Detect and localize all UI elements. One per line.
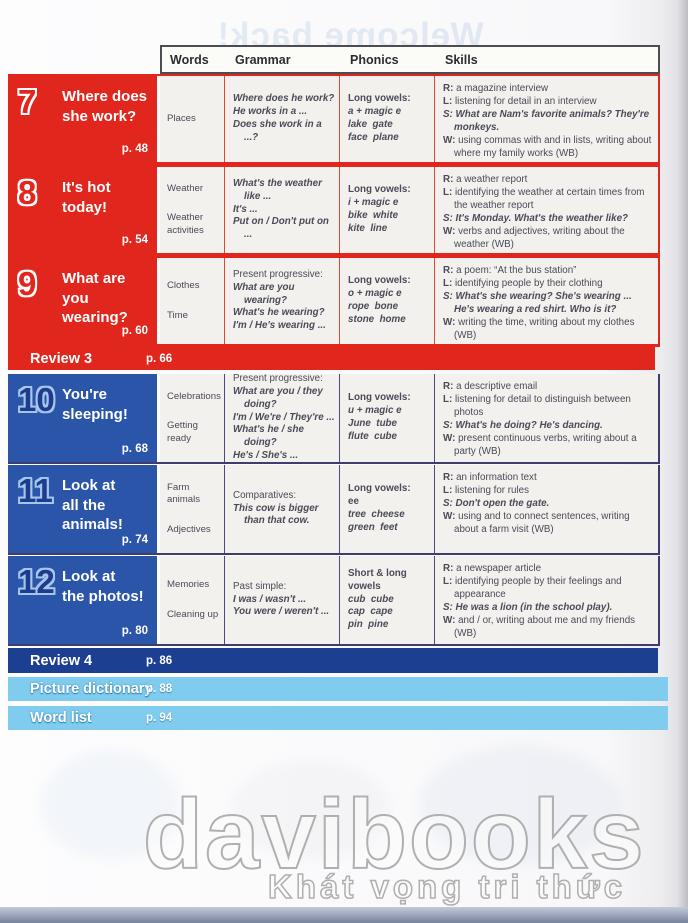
unit-title: What are you wearing? — [62, 270, 128, 326]
column-header-grammar: Grammar — [235, 52, 291, 67]
unit-number: 9 — [18, 265, 37, 302]
unit-title: You're sleeping! — [62, 386, 128, 423]
unit-title: It's hot today! — [62, 179, 111, 216]
unit-page-ref: p. 54 — [121, 234, 148, 246]
unit-page-ref: p. 80 — [121, 625, 148, 637]
phonics-cell: Short & long vowels cub cube cap cape pin pi… — [340, 556, 435, 644]
unit-row: 12 Look at the photos! p. 80 Memories Cle… — [8, 556, 660, 646]
showthrough-artwork-blob — [230, 760, 390, 860]
words-cell: Memories Cleaning up — [160, 556, 225, 644]
section-bar-label: Picture dictionary — [30, 681, 153, 697]
watermark-brand: davibooks — [142, 778, 646, 890]
section-bar-page-ref: p. 86 — [146, 654, 173, 667]
section-bar-page-ref: p. 66 — [146, 352, 173, 365]
skills-cell: R: a magazine interview L: listening for … — [435, 76, 660, 162]
grammar-cell: Comparatives: This cow is bigger than tha… — [225, 465, 340, 553]
unit-number: 10 — [18, 381, 55, 418]
column-header-phonics: Phonics — [350, 52, 399, 67]
unit-page-ref: p. 68 — [121, 443, 148, 455]
page-edge-right — [678, 0, 688, 923]
skills-cell: R: a weather report L: identifying the we… — [435, 167, 660, 253]
column-header-skills: Skills — [445, 52, 478, 67]
unit-title: Where does she work? — [62, 88, 148, 125]
unit-title: Look at the photos! — [62, 568, 144, 605]
grammar-cell: What's the weather like ... It's ... Put o… — [225, 167, 340, 253]
section-bar: Picture dictionary p. 88 — [8, 677, 668, 701]
phonics-cell: Long vowels: i + magic e bike white kite li… — [340, 167, 435, 253]
grammar-cell: Past simple: I was / wasn't ... You were /… — [225, 556, 340, 644]
unit-row: 10 You're sleeping! p. 68 Celebrations Ge… — [8, 374, 660, 464]
grammar-cell: Where does he work? He works in a ... Does… — [225, 76, 340, 162]
unit-title-block: 10 You're sleeping! p. 68 — [8, 374, 160, 462]
words-cell: Farm animals Adjectives — [160, 465, 225, 553]
unit-number: 8 — [18, 174, 37, 211]
phonics-cell: Long vowels: ee tree cheese green feet — [340, 465, 435, 553]
grammar-cell: Present progressive: What are you / they … — [225, 374, 340, 462]
unit-title-block: 9 What are you wearing? p. 60 — [8, 258, 160, 344]
skills-cell: R: a poem: “At the bus station” L: identi… — [435, 258, 660, 344]
unit-page-ref: p. 60 — [121, 325, 148, 337]
unit-number: 11 — [18, 472, 53, 509]
section-bar-label: Word list — [30, 710, 92, 726]
showthrough-artwork-blob — [40, 750, 180, 860]
words-cell: Clothes Time — [160, 258, 225, 344]
unit-row: 8 It's hot today! p. 54 Weather Weather a… — [8, 165, 660, 256]
phonics-cell: Long vowels: a + magic e lake gate face pla… — [340, 76, 435, 162]
page-edge-bottom — [0, 907, 688, 923]
section-bar-page-ref: p. 88 — [146, 683, 173, 695]
grammar-cell: Present progressive: What are you wearing… — [225, 258, 340, 344]
unit-page-ref: p. 48 — [121, 143, 148, 155]
words-cell: Weather Weather activities — [160, 167, 225, 253]
unit-page-ref: p. 74 — [121, 534, 148, 546]
unit-row: 11 Look at all the animals! p. 74 Farm a… — [8, 465, 660, 555]
skills-cell: R: a newspaper article L: identifying peo… — [435, 556, 660, 644]
words-cell: Places — [160, 76, 225, 162]
section-bar: Word list p. 94 — [8, 706, 668, 730]
section-bar-label: Review 3 — [30, 350, 93, 367]
unit-row: 7 Where does she work? p. 48 Places Wher… — [8, 74, 660, 165]
section-bar: Review 3 p. 66 — [8, 347, 655, 370]
watermark-tagline: Khát vọng tri thức — [267, 867, 627, 906]
unit-title-block: 12 Look at the photos! p. 80 — [8, 556, 160, 644]
unit-title-block: 11 Look at all the animals! p. 74 — [8, 465, 160, 553]
unit-title-block: 8 It's hot today! p. 54 — [8, 167, 160, 253]
section-bar-label: Review 4 — [30, 652, 93, 669]
unit-title: Look at all the animals! — [62, 477, 123, 533]
unit-row: 9 What are you wearing? p. 60 Clothes Tim… — [8, 256, 660, 347]
unit-number: 12 — [18, 563, 55, 600]
syllabus-table: 7 Where does she work? p. 48 Places Wher… — [8, 74, 668, 735]
skills-cell: R: a descriptive email L: listening for d… — [435, 374, 660, 462]
unit-title-block: 7 Where does she work? p. 48 — [8, 76, 160, 162]
phonics-cell: Long vowels: u + magic e June tube flute cu… — [340, 374, 435, 462]
words-cell: Celebrations Getting ready — [160, 374, 225, 462]
phonics-cell: Long vowels: o + magic e rope bone stone ho… — [340, 258, 435, 344]
column-header-words: Words — [170, 52, 209, 67]
table-header-row: Words Grammar Phonics Skills — [160, 45, 660, 74]
skills-cell: R: an information text L: listening for r… — [435, 465, 660, 553]
section-bar: Review 4 p. 86 — [8, 648, 658, 673]
unit-number: 7 — [18, 83, 37, 120]
showthrough-artwork-blob — [420, 745, 620, 865]
section-bar-page-ref: p. 94 — [146, 712, 173, 724]
